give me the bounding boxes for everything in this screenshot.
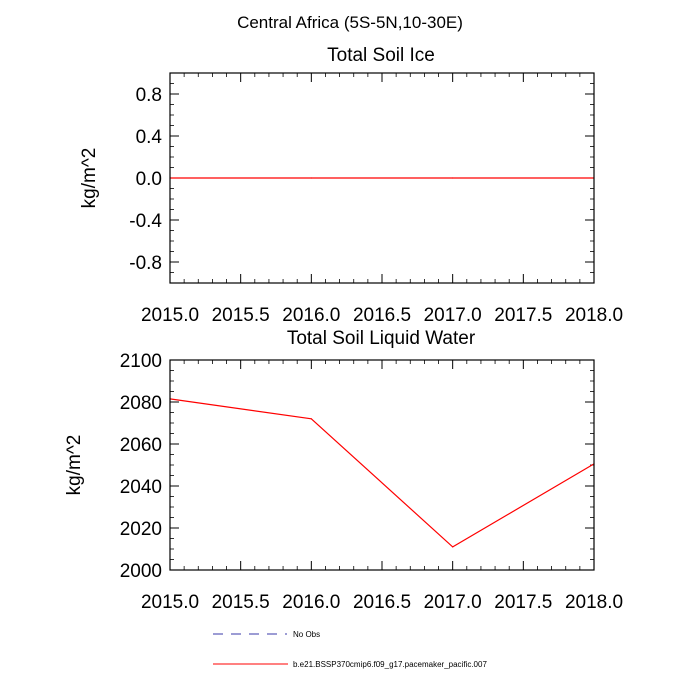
data-point bbox=[310, 177, 312, 179]
figure-title: Central Africa (5S-5N,10-30E) bbox=[237, 13, 463, 32]
x-tick-label: 2018.0 bbox=[565, 592, 623, 613]
y-tick-label: -0.8 bbox=[129, 253, 162, 274]
y-tick-label: 2060 bbox=[120, 435, 162, 456]
x-tick-label: 2016.0 bbox=[282, 305, 340, 326]
y-tick-label: 2000 bbox=[120, 561, 162, 582]
x-tick-label: 2015.5 bbox=[212, 305, 270, 326]
chart-title: Total Soil Ice bbox=[327, 45, 435, 66]
panel-total-soil-ice: Total Soil Ice kg/m^2 2015.0 2015.5 2016.0… bbox=[79, 45, 623, 326]
data-point bbox=[452, 546, 454, 548]
y-tick-label: 2020 bbox=[120, 519, 162, 540]
legend: No Obs b.e21.BSSP370cmip6.f09_g17.pacema… bbox=[213, 630, 487, 669]
x-tick-label: 2016.5 bbox=[353, 305, 411, 326]
x-tick-label: 2015.0 bbox=[141, 305, 199, 326]
y-tick-label: 2100 bbox=[120, 351, 162, 372]
data-point bbox=[452, 177, 454, 179]
legend-item-no-obs: No Obs bbox=[213, 630, 320, 639]
y-tick-label: 0.8 bbox=[136, 85, 162, 106]
tick-layer: 2015.0 2015.5 2016.0 2016.5 2017.0 2017.5 2018… bbox=[129, 73, 623, 326]
panel-total-soil-liquid-water: Total Soil Liquid Water kg/m^2 2015.0 201… bbox=[64, 328, 623, 613]
tick-layer: 2015.0 2015.5 2016.0 2016.5 2017.0 2017.5 2018… bbox=[120, 351, 623, 613]
data-point bbox=[310, 418, 312, 420]
x-tick-label: 2017.5 bbox=[494, 305, 552, 326]
y-axis-label: kg/m^2 bbox=[79, 148, 100, 209]
x-tick-label: 2016.5 bbox=[353, 592, 411, 613]
y-tick-label: 2040 bbox=[120, 477, 162, 498]
x-tick-label: 2017.5 bbox=[494, 592, 552, 613]
y-tick-label: 0.0 bbox=[136, 169, 162, 190]
legend-item-model: b.e21.BSSP370cmip6.f09_g17.pacemaker_pac… bbox=[213, 660, 487, 669]
series-line bbox=[169, 398, 595, 548]
series-layer bbox=[169, 177, 595, 179]
legend-label: b.e21.BSSP370cmip6.f09_g17.pacemaker_pac… bbox=[293, 660, 487, 669]
x-tick-label: 2015.5 bbox=[212, 592, 270, 613]
plot-frame bbox=[169, 359, 595, 571]
x-tick-label: 2016.0 bbox=[282, 592, 340, 613]
y-axis-label: kg/m^2 bbox=[64, 435, 85, 496]
legend-label: No Obs bbox=[293, 630, 320, 639]
x-tick-label: 2018.0 bbox=[565, 305, 623, 326]
series-layer bbox=[169, 398, 595, 548]
plot-frame bbox=[169, 72, 595, 284]
y-tick-label: -0.4 bbox=[129, 211, 162, 232]
chart-title: Total Soil Liquid Water bbox=[287, 328, 476, 349]
y-tick-label: 2080 bbox=[120, 393, 162, 414]
y-tick-label: 0.4 bbox=[136, 127, 163, 148]
x-tick-label: 2017.0 bbox=[424, 305, 482, 326]
x-tick-label: 2015.0 bbox=[141, 592, 199, 613]
x-tick-label: 2017.0 bbox=[424, 592, 482, 613]
